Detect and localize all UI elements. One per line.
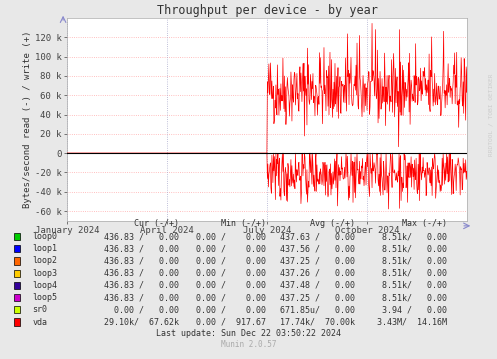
Text: 437.25 /   0.00: 437.25 / 0.00 <box>280 256 355 266</box>
Text: 17.74k/  70.00k: 17.74k/ 70.00k <box>280 317 355 327</box>
Text: 437.48 /   0.00: 437.48 / 0.00 <box>280 281 355 290</box>
Text: Last update: Sun Dec 22 03:50:22 2024: Last update: Sun Dec 22 03:50:22 2024 <box>156 329 341 338</box>
Text: 436.83 /   0.00: 436.83 / 0.00 <box>104 269 179 278</box>
Text: loop2: loop2 <box>32 256 57 266</box>
Text: 436.83 /   0.00: 436.83 / 0.00 <box>104 244 179 253</box>
Text: 0.00 /   0.00: 0.00 / 0.00 <box>114 305 179 314</box>
Text: RRDTOOL / TOBI OETIKER: RRDTOOL / TOBI OETIKER <box>489 74 494 156</box>
Text: 0.00 /    0.00: 0.00 / 0.00 <box>196 281 266 290</box>
Text: 8.51k/   0.00: 8.51k/ 0.00 <box>382 256 447 266</box>
Text: 0.00 /    0.00: 0.00 / 0.00 <box>196 305 266 314</box>
Text: 436.83 /   0.00: 436.83 / 0.00 <box>104 232 179 241</box>
Text: loop4: loop4 <box>32 281 57 290</box>
Text: Cur (-/+): Cur (-/+) <box>134 219 179 228</box>
Text: 8.51k/   0.00: 8.51k/ 0.00 <box>382 244 447 253</box>
Text: 8.51k/   0.00: 8.51k/ 0.00 <box>382 232 447 241</box>
Text: 671.85u/   0.00: 671.85u/ 0.00 <box>280 305 355 314</box>
Text: loop3: loop3 <box>32 269 57 278</box>
Text: sr0: sr0 <box>32 305 47 314</box>
Text: Max (-/+): Max (-/+) <box>402 219 447 228</box>
Text: 436.83 /   0.00: 436.83 / 0.00 <box>104 256 179 266</box>
Text: 436.83 /   0.00: 436.83 / 0.00 <box>104 281 179 290</box>
Text: 437.56 /   0.00: 437.56 / 0.00 <box>280 244 355 253</box>
Text: 0.00 /    0.00: 0.00 / 0.00 <box>196 232 266 241</box>
Text: loop1: loop1 <box>32 244 57 253</box>
Text: 8.51k/   0.00: 8.51k/ 0.00 <box>382 281 447 290</box>
Text: 8.51k/   0.00: 8.51k/ 0.00 <box>382 293 447 302</box>
Text: 0.00 /    0.00: 0.00 / 0.00 <box>196 244 266 253</box>
Text: Munin 2.0.57: Munin 2.0.57 <box>221 340 276 349</box>
Text: 436.83 /   0.00: 436.83 / 0.00 <box>104 293 179 302</box>
Title: Throughput per device - by year: Throughput per device - by year <box>157 4 378 17</box>
Text: 3.43M/  14.16M: 3.43M/ 14.16M <box>377 317 447 327</box>
Y-axis label: Bytes/second read (-) / write (+): Bytes/second read (-) / write (+) <box>23 31 32 208</box>
Text: Min (-/+): Min (-/+) <box>221 219 266 228</box>
Text: 0.00 /    0.00: 0.00 / 0.00 <box>196 269 266 278</box>
Text: 29.10k/  67.62k: 29.10k/ 67.62k <box>104 317 179 327</box>
Text: 8.51k/   0.00: 8.51k/ 0.00 <box>382 269 447 278</box>
Text: 0.00 /    0.00: 0.00 / 0.00 <box>196 256 266 266</box>
Text: loop0: loop0 <box>32 232 57 241</box>
Text: loop5: loop5 <box>32 293 57 302</box>
Text: 437.63 /   0.00: 437.63 / 0.00 <box>280 232 355 241</box>
Text: 0.00 /    0.00: 0.00 / 0.00 <box>196 293 266 302</box>
Text: vda: vda <box>32 317 47 327</box>
Text: 3.94 /   0.00: 3.94 / 0.00 <box>382 305 447 314</box>
Text: 437.26 /   0.00: 437.26 / 0.00 <box>280 269 355 278</box>
Text: Avg (-/+): Avg (-/+) <box>310 219 355 228</box>
Text: 0.00 /  917.67: 0.00 / 917.67 <box>196 317 266 327</box>
Text: 437.25 /   0.00: 437.25 / 0.00 <box>280 293 355 302</box>
